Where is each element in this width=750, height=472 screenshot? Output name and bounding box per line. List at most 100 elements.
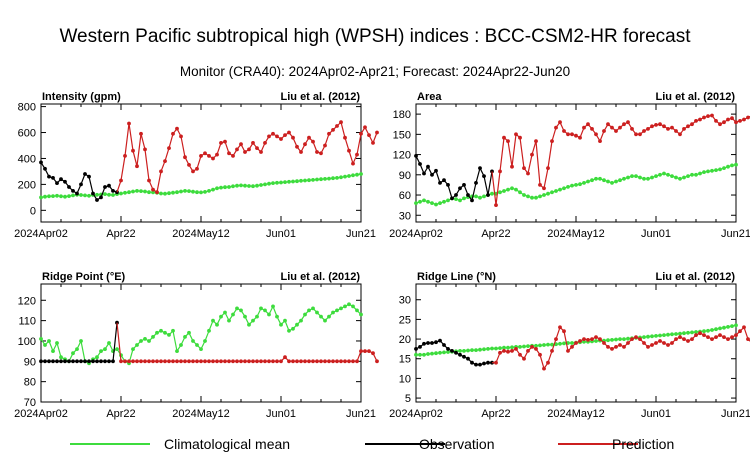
data-point: [550, 190, 554, 195]
data-point: [79, 339, 83, 343]
data-point: [171, 190, 175, 195]
data-point: [550, 342, 554, 347]
data-point: [666, 126, 670, 131]
legend: Climatological mean Observation Prediction: [70, 436, 674, 452]
data-point: [299, 150, 303, 154]
data-point: [71, 193, 75, 198]
data-point: [442, 199, 446, 204]
data-point: [650, 334, 654, 339]
data-point: [498, 350, 502, 355]
data-point: [143, 337, 147, 341]
data-point: [478, 362, 482, 367]
data-point: [63, 194, 67, 199]
data-point: [566, 132, 570, 137]
data-point: [147, 339, 151, 343]
data-point: [430, 351, 434, 356]
data-point: [91, 359, 95, 364]
data-point: [730, 335, 734, 339]
data-point: [275, 359, 279, 364]
data-point: [167, 191, 171, 196]
data-point: [450, 196, 454, 201]
x-tick-label: Jun01: [266, 408, 296, 420]
data-point: [690, 122, 694, 127]
data-point: [506, 139, 510, 144]
data-point: [422, 198, 426, 203]
data-point: [243, 150, 247, 154]
data-point: [654, 334, 658, 338]
data-point: [658, 122, 662, 127]
data-point: [582, 125, 586, 130]
data-point: [367, 349, 371, 353]
data-point: [167, 359, 171, 364]
data-point: [742, 325, 746, 330]
data-point: [602, 129, 606, 133]
data-point: [55, 341, 59, 345]
data-point: [203, 151, 207, 156]
data-point: [291, 359, 295, 364]
data-point: [251, 318, 255, 323]
data-point: [279, 359, 283, 364]
data-point: [263, 141, 267, 145]
data-point: [279, 137, 283, 141]
data-point: [710, 113, 714, 118]
data-point: [490, 346, 494, 351]
data-point: [562, 129, 566, 133]
panel-reference: Liu et al. (2012): [656, 91, 736, 103]
data-point: [506, 349, 510, 354]
x-tick-label: 2024May12: [547, 408, 605, 420]
data-point: [682, 331, 686, 336]
y-tick-label: 80: [24, 377, 36, 389]
data-point: [227, 318, 231, 323]
data-point: [339, 120, 343, 125]
data-point: [694, 119, 698, 123]
data-point: [734, 120, 738, 125]
data-point: [255, 314, 259, 319]
panel-title: Intensity (gpm): [42, 91, 121, 103]
data-point: [175, 126, 179, 131]
data-point: [331, 359, 335, 364]
data-point: [670, 174, 674, 179]
data-point: [343, 135, 347, 140]
data-point: [359, 172, 363, 176]
data-point: [526, 194, 530, 199]
data-point: [658, 172, 662, 177]
data-point: [702, 170, 706, 175]
data-point: [434, 168, 438, 173]
data-point: [586, 122, 590, 127]
x-tick-label: 2024Apr02: [389, 228, 443, 240]
data-point: [347, 174, 351, 178]
x-tick-label: Apr22: [106, 228, 135, 240]
data-point: [319, 359, 323, 364]
data-point: [263, 359, 267, 364]
data-point: [323, 359, 327, 364]
y-tick-label: 30: [399, 295, 411, 307]
data-point: [654, 123, 658, 127]
data-point: [414, 352, 418, 357]
data-point: [738, 329, 742, 334]
data-point: [646, 345, 650, 349]
data-point: [219, 185, 223, 190]
data-point: [131, 148, 135, 153]
data-point: [75, 347, 79, 351]
data-point: [458, 198, 462, 203]
data-point: [614, 345, 618, 349]
data-point: [103, 192, 107, 197]
panel-reference: Liu et al. (2012): [656, 271, 736, 283]
data-point: [586, 179, 590, 184]
data-point: [275, 180, 279, 185]
data-point: [283, 318, 287, 323]
data-point: [167, 146, 171, 151]
data-point: [690, 337, 694, 341]
data-point: [570, 341, 574, 345]
panel-intensity-gpm: Intensity (gpm) Liu et al. (2012) 0 200 400 6…: [14, 91, 379, 240]
data-point: [187, 189, 191, 194]
data-point: [518, 345, 522, 349]
data-point: [686, 330, 690, 335]
data-point: [526, 171, 530, 176]
data-point: [578, 182, 582, 187]
data-point: [271, 359, 275, 364]
data-point: [594, 176, 598, 181]
data-point: [127, 359, 131, 364]
data-point: [678, 335, 682, 339]
data-point: [291, 135, 295, 140]
